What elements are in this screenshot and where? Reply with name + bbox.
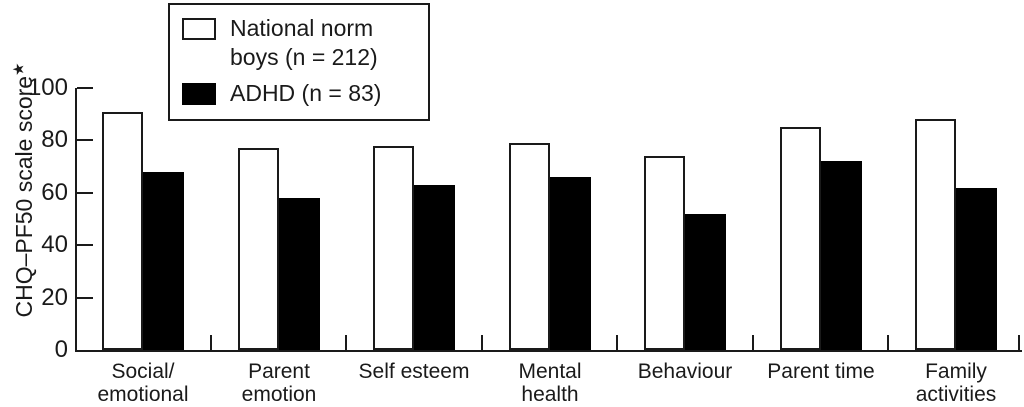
y-tick-label: 60 [41,179,68,206]
bar-adhd [550,177,591,350]
legend: National norm boys (n = 212) ADHD (n = 8… [168,3,430,121]
y-tick-mark [77,192,93,194]
legend-item-national-norm: National norm boys (n = 212) [182,14,416,72]
x-category-label: Parent emotion [199,360,359,406]
x-category-label-line: Behaviour [637,360,733,383]
bar-adhd [143,172,184,350]
x-category-label: Behaviour [605,360,765,383]
x-axis-labels: Social/emotional Parent emotion Self esteem… [77,360,1024,407]
y-tick-label: 0 [54,336,68,363]
bar-adhd [414,185,455,350]
y-tick-label: 40 [41,231,68,258]
bar-adhd [685,214,726,350]
bar-national-norm [373,146,414,350]
legend-swatch-national-norm [182,18,216,40]
bar-national-norm [102,112,143,350]
x-category-label-line: emotion [241,383,317,406]
x-category-label-line: emotional [97,383,189,406]
bar-national-norm [915,119,956,350]
x-category-label: Self esteem [334,360,494,383]
y-tick-label: 20 [41,284,68,311]
y-tick-label: 80 [41,126,68,153]
bar-adhd [956,188,997,350]
x-tick-mark [616,335,618,350]
legend-item-adhd: ADHD (n = 83) [182,79,416,108]
x-category-label-line: Family [925,360,987,383]
x-category-label-line: Mental [518,360,582,383]
x-tick-mark [481,335,483,350]
x-category-label-line: Social/ [111,360,175,383]
bar-national-norm [509,143,550,350]
x-category-label: Family activities [876,360,1024,406]
bar-adhd [279,198,320,350]
x-category-label-line: Self esteem [358,360,470,383]
x-tick-mark [345,335,347,350]
x-tick-mark [210,335,212,350]
x-category-label: Mental health [470,360,630,406]
y-tick-mark [77,87,93,89]
legend-swatch-adhd [182,83,216,105]
y-axis-tick-labels: 0 20 40 60 80 100 [0,0,68,407]
x-category-label-line: Parent time [767,360,875,383]
y-tick-mark [77,244,93,246]
plot-area [75,87,1022,352]
x-tick-mark [887,335,889,350]
bar-national-norm [238,148,279,350]
x-category-label-line: health [521,383,579,406]
bar-national-norm [644,156,685,350]
y-tick-mark [77,297,93,299]
y-tick-mark [77,139,93,141]
x-category-label-line: activities [915,383,997,406]
x-axis-end-tick-mark [1018,335,1020,350]
legend-label-national-norm: National norm boys (n = 212) [230,15,378,70]
bar-adhd [821,161,862,350]
x-category-label: Parent time [741,360,901,383]
x-tick-mark [752,335,754,350]
legend-label-adhd: ADHD (n = 83) [230,80,382,106]
x-category-label-line: Parent [248,360,310,383]
y-tick-label: 100 [27,74,68,101]
bar-national-norm [780,127,821,350]
x-category-label: Social/emotional [63,360,223,406]
